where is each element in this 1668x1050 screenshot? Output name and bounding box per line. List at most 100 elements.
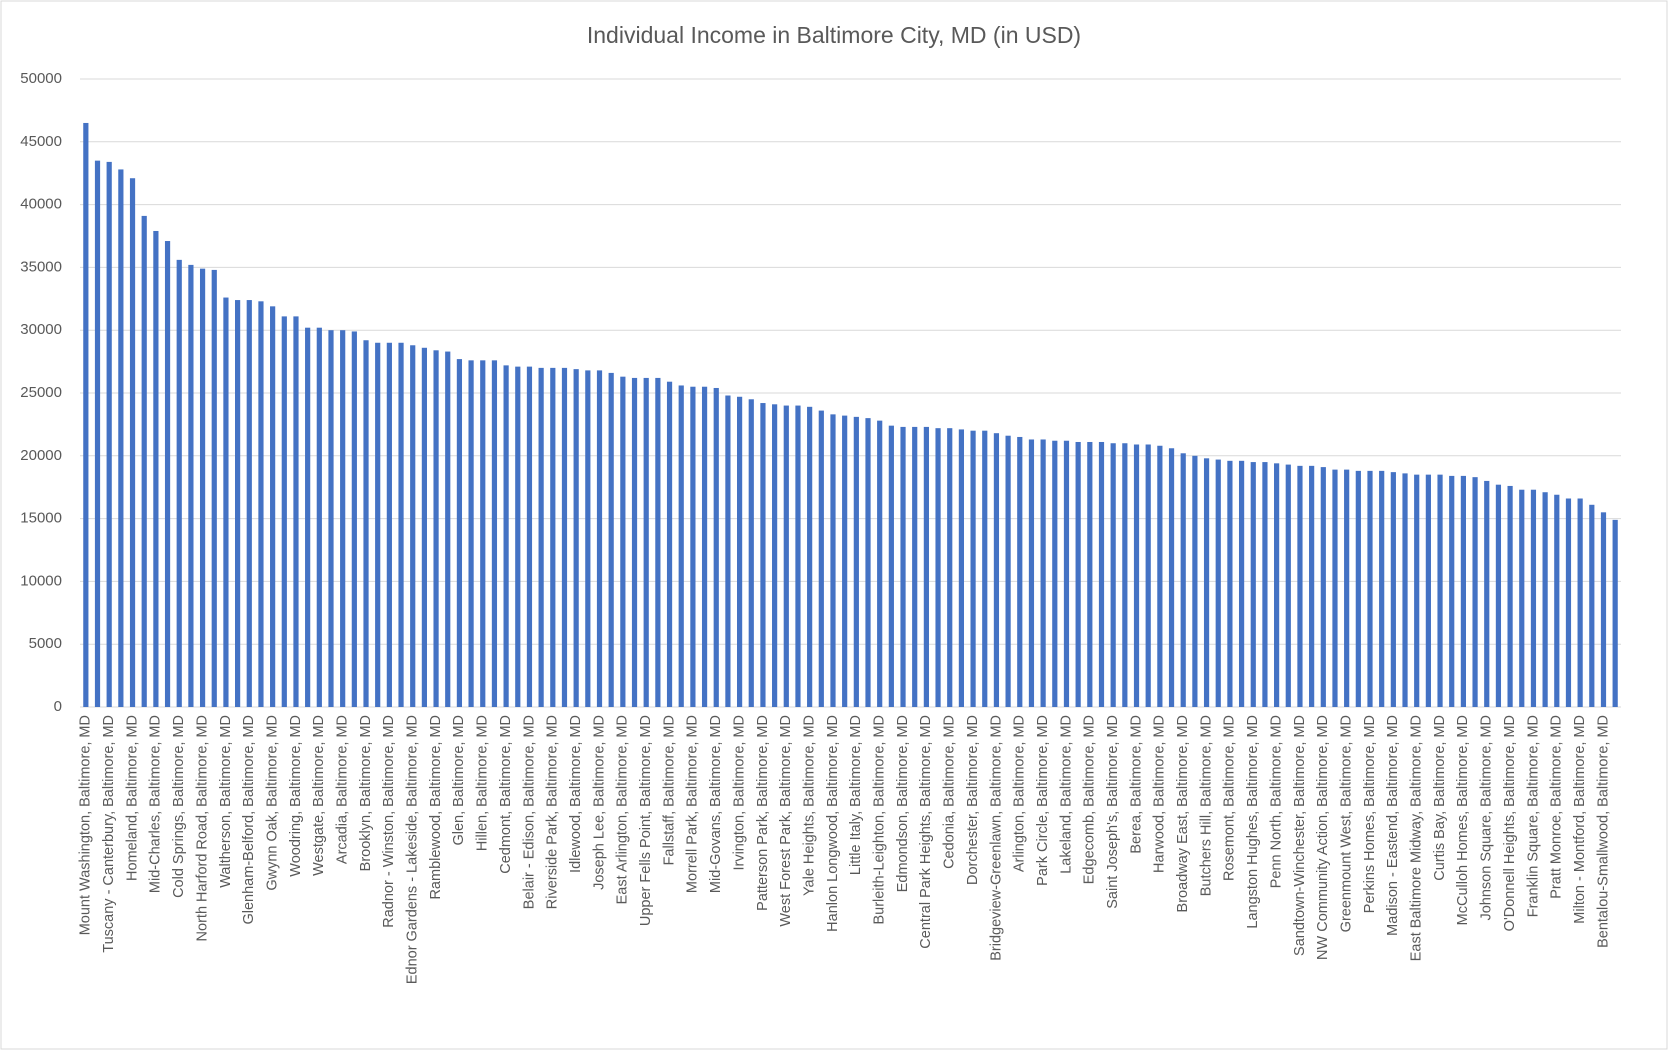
- bar: [421, 347, 427, 707]
- bar: [526, 366, 533, 707]
- bar: [281, 316, 287, 707]
- x-tick-label: Edgecomb, Baltimore, MD: [1082, 715, 1098, 884]
- bar: [1133, 444, 1140, 707]
- bar: [153, 230, 159, 707]
- bar: [1449, 475, 1455, 707]
- bar: [316, 327, 322, 707]
- bar: [188, 264, 194, 707]
- bar: [1040, 439, 1046, 707]
- bar: [305, 327, 311, 707]
- bar: [456, 359, 463, 707]
- bar: [760, 403, 766, 707]
- x-tick-label: Arlington, Baltimore, MD: [1012, 715, 1028, 872]
- bar: [585, 370, 591, 707]
- bar: [398, 342, 404, 707]
- bar: [1098, 441, 1105, 707]
- x-tick-label: Rosemont, Baltimore, MD: [1222, 715, 1238, 881]
- bar: [1285, 464, 1291, 707]
- x-tick-label: Bentalou-Smallwood, Baltimore, MD: [1595, 715, 1611, 948]
- bar: [106, 161, 112, 707]
- bar: [713, 387, 719, 707]
- bar: [1402, 473, 1408, 707]
- x-tick-label: Ednor Gardens - Lakeside, Baltimore, MD: [405, 715, 421, 984]
- bar: [258, 301, 264, 707]
- bar: [678, 385, 684, 707]
- x-tick-label: Arcadia, Baltimore, MD: [334, 715, 350, 864]
- bar: [1344, 469, 1350, 707]
- x-tick-label: Sandtown-Winchester, Baltimore, MD: [1292, 715, 1308, 956]
- bar: [1262, 462, 1268, 707]
- x-tick-label: Butchers Hill, Baltimore, MD: [1198, 715, 1214, 896]
- bar: [620, 376, 626, 707]
- x-tick-label: Gwynn Oak, Baltimore, MD: [264, 715, 280, 891]
- bar: [830, 414, 836, 707]
- bar: [643, 377, 649, 707]
- bar: [1577, 498, 1583, 707]
- x-tick-label: Patterson Park, Baltimore, MD: [755, 715, 771, 911]
- y-tick-label: 20000: [20, 447, 62, 464]
- bar: [1075, 441, 1081, 707]
- bar: [736, 396, 743, 707]
- x-tick-label: Hanlon Longwood, Baltimore, MD: [825, 715, 841, 932]
- x-tick-label: Central Park Heights, Baltimore, MD: [918, 715, 934, 949]
- x-tick-label: Edmondson, Baltimore, MD: [895, 715, 911, 892]
- bar: [1495, 484, 1502, 707]
- bar: [818, 410, 824, 707]
- bar: [328, 330, 334, 707]
- bar: [1238, 460, 1245, 707]
- x-tick-label: Cold Springs, Baltimore, MD: [171, 715, 187, 898]
- x-tick-label: Johnson Square, Baltimore, MD: [1479, 715, 1495, 921]
- bar: [1063, 440, 1070, 707]
- bar: [550, 367, 556, 707]
- x-tick-label: Fallstaff, Baltimore, MD: [661, 715, 677, 865]
- bar: [1530, 489, 1537, 707]
- bar: [596, 370, 603, 707]
- x-tick-label: Broadway East, Baltimore, MD: [1175, 715, 1191, 912]
- bar: [83, 122, 89, 707]
- bar: [176, 259, 182, 707]
- bar: [293, 316, 299, 707]
- x-tick-label: Berea, Baltimore, MD: [1128, 715, 1144, 854]
- bar: [1332, 469, 1338, 707]
- bar: [725, 395, 731, 707]
- x-tick-label: Penn North, Baltimore, MD: [1268, 715, 1284, 888]
- bar: [351, 331, 357, 707]
- bar: [1192, 455, 1198, 707]
- x-tick-label: West Forest Park, Baltimore, MD: [778, 715, 794, 927]
- bar: [94, 160, 101, 707]
- x-tick-label: Yale Heights, Baltimore, MD: [801, 715, 817, 896]
- x-tick-label: Harwood, Baltimore, MD: [1152, 715, 1168, 873]
- bar: [235, 300, 241, 707]
- bar: [900, 426, 906, 707]
- x-tick-label: Riverside Park, Baltimore, MD: [545, 715, 561, 909]
- x-tick-label: Bridgeview-Greenlawn, Baltimore, MD: [988, 715, 1004, 961]
- bar: [1005, 435, 1011, 707]
- bar: [1542, 492, 1548, 707]
- bar: [129, 178, 136, 707]
- bar: [211, 269, 217, 707]
- bar: [1297, 465, 1303, 707]
- y-tick-label: 50000: [20, 70, 62, 87]
- bar: [608, 372, 614, 707]
- x-tick-label: Hillen, Baltimore, MD: [475, 715, 491, 851]
- x-tick-label: Pratt Monroe, Baltimore, MD: [1549, 715, 1565, 899]
- bar: [865, 418, 871, 707]
- bar: [118, 169, 124, 707]
- bar: [1017, 436, 1023, 707]
- bar: [1519, 489, 1525, 707]
- x-tick-label: Langston Hughes, Baltimore, MD: [1245, 715, 1261, 929]
- bar: [1414, 474, 1420, 707]
- bar: [1425, 474, 1431, 707]
- bar: [1157, 445, 1163, 707]
- bar: [1507, 485, 1513, 707]
- y-tick-label: 40000: [20, 196, 62, 213]
- bar: [795, 405, 801, 707]
- x-tick-label: Madison - Eastend, Baltimore, MD: [1385, 715, 1401, 936]
- bar: [246, 300, 252, 707]
- x-tick-label: Belair - Edison, Baltimore, MD: [521, 715, 537, 909]
- chart-title: Individual Income in Baltimore City, MD …: [587, 22, 1081, 48]
- bar: [666, 381, 673, 707]
- bar: [410, 345, 416, 707]
- bar: [1110, 443, 1116, 707]
